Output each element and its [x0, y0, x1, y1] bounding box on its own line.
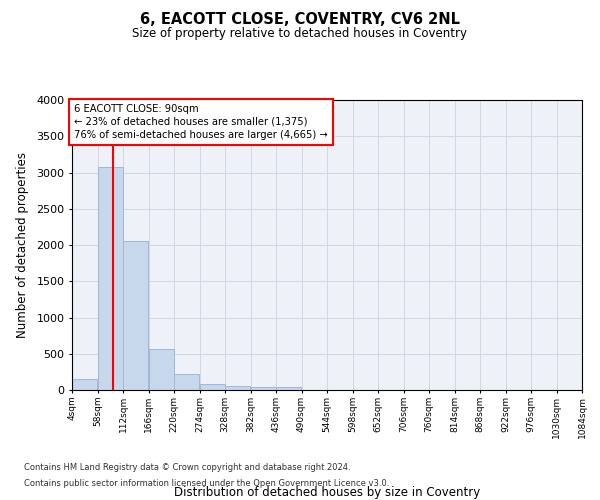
Bar [123, 240, 148, 390]
Text: 6 EACOTT CLOSE: 90sqm
← 23% of detached houses are smaller (1,375)
76% of semi-d: 6 EACOTT CLOSE: 90sqm ← 23% of detached … [74, 104, 328, 140]
Bar [200, 384, 225, 390]
Bar [72, 379, 97, 390]
X-axis label: Distribution of detached houses by size in Coventry: Distribution of detached houses by size … [174, 486, 480, 500]
Text: Contains public sector information licensed under the Open Government Licence v3: Contains public sector information licen… [24, 478, 389, 488]
Bar [276, 387, 301, 390]
Bar [225, 386, 250, 390]
Bar [98, 166, 123, 390]
Text: Contains HM Land Registry data © Crown copyright and database right 2024.: Contains HM Land Registry data © Crown c… [24, 464, 350, 472]
Text: Size of property relative to detached houses in Coventry: Size of property relative to detached ho… [133, 28, 467, 40]
Bar [174, 374, 199, 390]
Y-axis label: Number of detached properties: Number of detached properties [16, 152, 29, 338]
Bar [251, 387, 276, 390]
Text: 6, EACOTT CLOSE, COVENTRY, CV6 2NL: 6, EACOTT CLOSE, COVENTRY, CV6 2NL [140, 12, 460, 28]
Bar [149, 350, 174, 390]
